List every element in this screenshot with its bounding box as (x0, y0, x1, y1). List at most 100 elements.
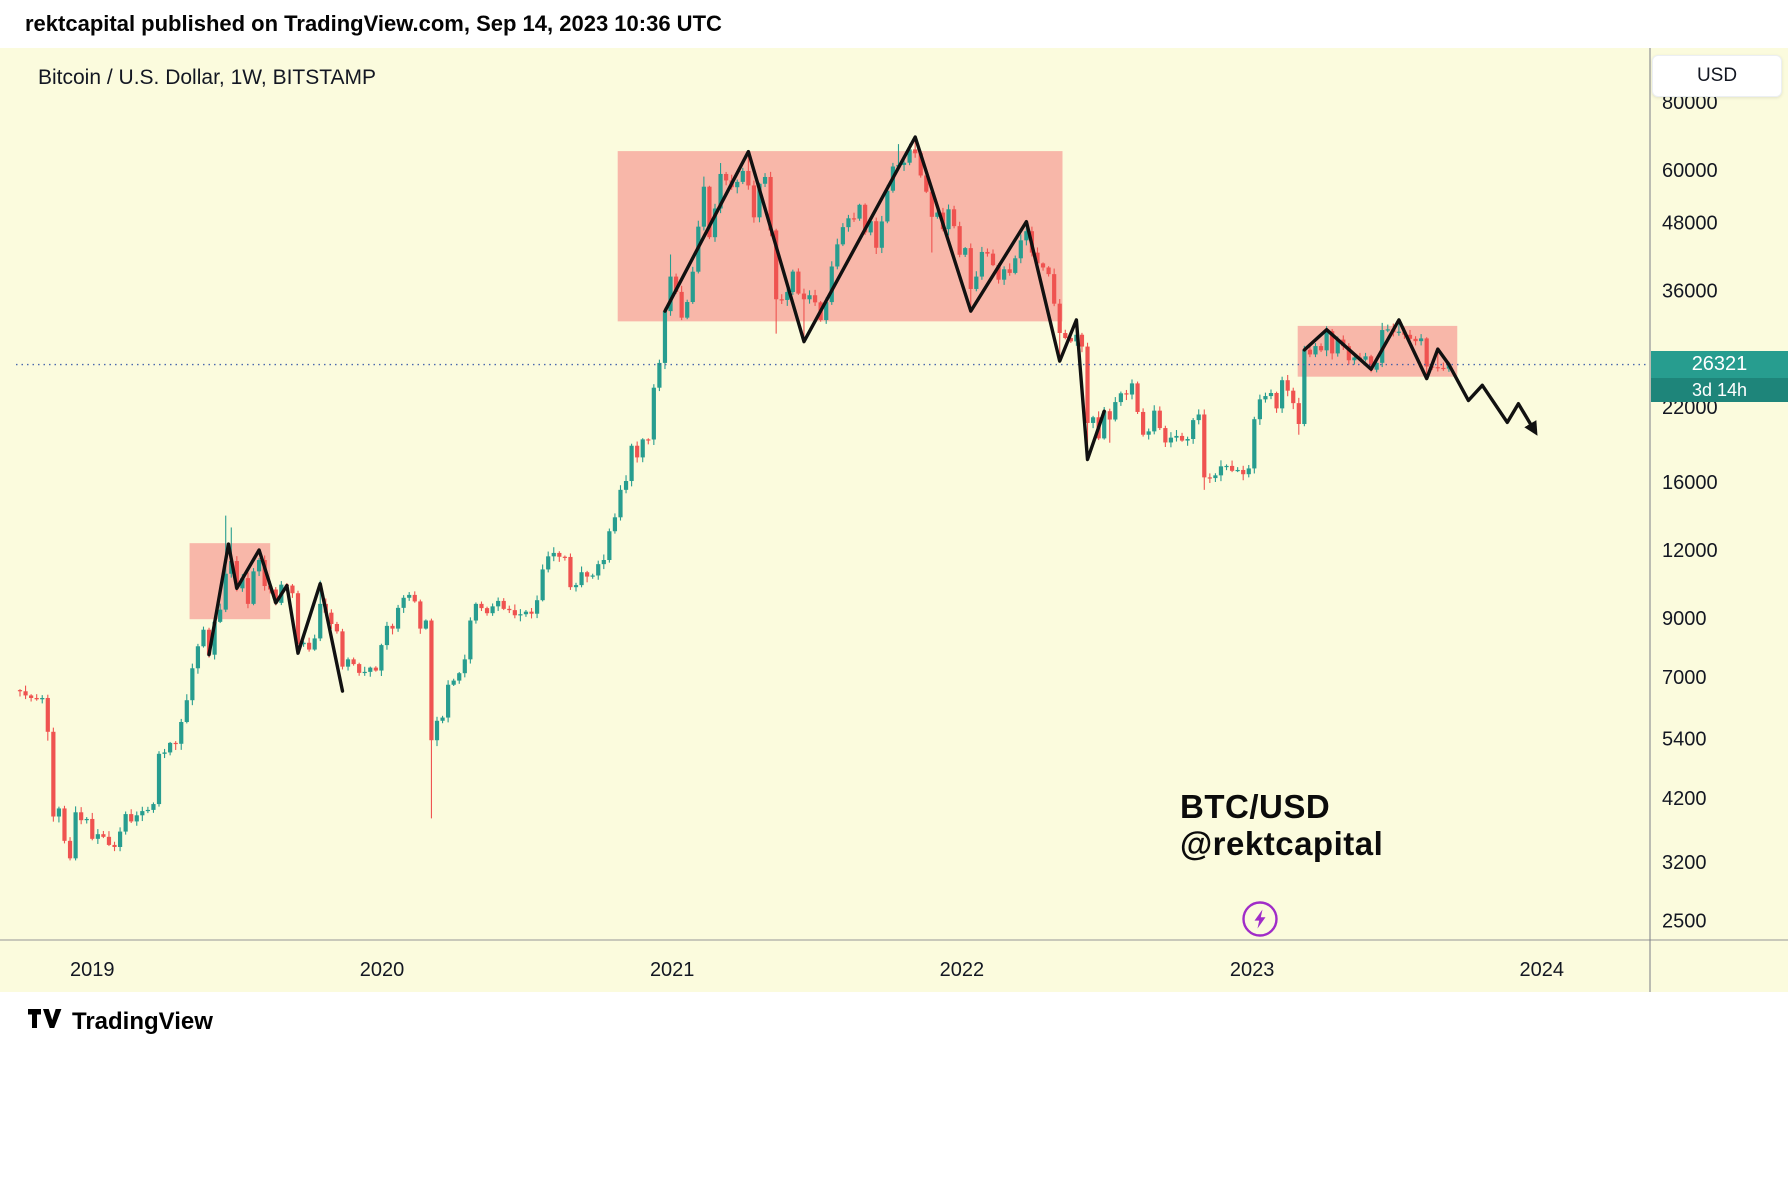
candle (1318, 346, 1324, 351)
candle (307, 642, 312, 650)
candle (1191, 420, 1196, 439)
candle (1146, 431, 1151, 435)
candle (434, 720, 440, 741)
candle (607, 531, 612, 561)
candle (1040, 263, 1046, 268)
candle (874, 221, 879, 248)
candle (156, 753, 162, 805)
candle (168, 742, 173, 753)
candle (846, 218, 851, 228)
candle (562, 556, 567, 558)
candle (929, 191, 934, 217)
candle (1346, 346, 1351, 361)
tradingview-brand-text: TradingView (72, 1008, 213, 1035)
candle (835, 244, 840, 267)
candle (1018, 240, 1023, 259)
candle (1241, 469, 1246, 475)
candle (129, 814, 134, 822)
candle (573, 585, 579, 588)
candle (690, 271, 695, 303)
candle (84, 818, 89, 821)
candle (479, 603, 484, 609)
x-axis-tick: 2023 (1230, 959, 1275, 981)
tradingview-brand-link[interactable]: TradingView (28, 1008, 248, 1036)
chart-area: 80000 60000 48000 36000 22000 16000 12000 9000 7… (0, 48, 1788, 992)
candle (162, 752, 167, 754)
candle (1013, 258, 1018, 273)
candle (273, 589, 278, 603)
candle (1291, 390, 1296, 404)
candle (951, 209, 957, 227)
candle (824, 302, 829, 321)
candle (1435, 367, 1440, 369)
candle (718, 173, 723, 209)
candle (623, 481, 629, 490)
candle (712, 208, 718, 238)
candle (1257, 399, 1262, 420)
candle (412, 594, 417, 602)
candle (134, 815, 139, 822)
candle (1052, 274, 1057, 304)
candle (640, 439, 645, 458)
candle (17, 690, 23, 692)
currency-button[interactable]: USD (1652, 55, 1782, 97)
candle (1174, 435, 1179, 438)
y-axis-tick: 48000 (1662, 213, 1718, 235)
candle (657, 362, 662, 388)
attribution-text: rektcapital published on TradingView.com… (25, 11, 722, 36)
candle (395, 607, 401, 629)
footer-bar: TradingView (0, 992, 1788, 1200)
candle (1107, 411, 1112, 420)
author-watermark: BTC/USD @rektcapital (1180, 788, 1383, 862)
candle (924, 175, 929, 192)
candle (1363, 356, 1368, 360)
candle (885, 190, 890, 222)
y-axis-tick: 2500 (1662, 910, 1707, 932)
lightning-icon (1242, 901, 1278, 937)
candle (673, 276, 679, 292)
candle (707, 186, 712, 238)
y-axis-tick: 36000 (1662, 281, 1718, 303)
candle (618, 489, 623, 518)
range-box-2021-2022-top-range (617, 151, 1063, 322)
trendline-projection (1447, 362, 1538, 436)
last-price-badge: 26321 3d 14h (1651, 351, 1788, 402)
attribution-bar: rektcapital published on TradingView.com… (0, 0, 1788, 48)
candle (1007, 269, 1012, 273)
candle (484, 608, 490, 614)
candle (1246, 468, 1251, 475)
candle (1302, 349, 1307, 424)
candle (540, 569, 545, 601)
candle (90, 818, 95, 839)
candle (646, 439, 651, 441)
candle (362, 671, 367, 674)
candle (34, 697, 39, 700)
candle (190, 668, 195, 701)
watermark-symbol: BTC/USD (1180, 788, 1331, 825)
candle (918, 153, 923, 176)
candle (1330, 331, 1335, 354)
candle (785, 291, 790, 300)
candle (857, 204, 862, 219)
candle (774, 230, 779, 300)
candle (807, 295, 812, 300)
candle (1324, 331, 1329, 351)
candle (529, 611, 534, 614)
candle (1179, 435, 1185, 441)
candle (523, 611, 529, 615)
candle (1224, 465, 1229, 468)
candle (123, 814, 128, 832)
candle-countdown: 3d 14h (1651, 378, 1788, 402)
candle (1263, 396, 1268, 400)
candle (23, 691, 28, 696)
y-axis-tick: 9000 (1662, 608, 1707, 630)
candle (373, 667, 378, 671)
candle (1296, 403, 1301, 424)
candle (384, 625, 390, 646)
candle (256, 560, 262, 572)
x-axis-tick: 2020 (360, 959, 405, 981)
candle (1035, 252, 1040, 264)
candle (546, 556, 551, 570)
candle (596, 564, 601, 576)
candle (423, 620, 428, 629)
